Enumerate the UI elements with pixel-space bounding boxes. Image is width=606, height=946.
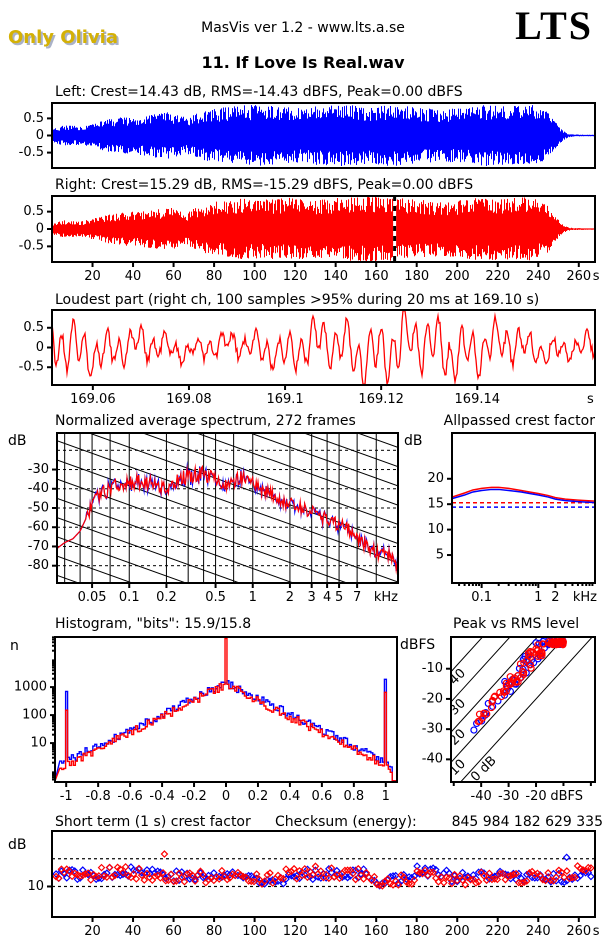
spectrum-db-label: dB xyxy=(8,433,27,449)
spectrum-plot xyxy=(57,433,398,583)
left-waveform-title: Left: Crest=14.43 dB, RMS=-14.43 dBFS, P… xyxy=(55,84,463,100)
watermark-text: Only Olivia xyxy=(8,27,118,48)
loudest-part-title: Loudest part (right ch, 100 samples >95%… xyxy=(55,292,540,308)
app-title: MasVis ver 1.2 - www.lts.a.se xyxy=(201,20,405,36)
peakrms-dbfs-label: dBFS xyxy=(400,637,436,653)
peak-vs-rms-title: Peak vs RMS level xyxy=(453,616,580,632)
short-term-title: Short term (1 s) crest factor xyxy=(55,814,251,830)
histogram-plot xyxy=(55,637,397,782)
histogram-title: Histogram, "bits": 15.9/15.8 xyxy=(55,616,252,632)
right-waveform-plot xyxy=(52,196,595,262)
left-waveform-plot xyxy=(52,103,595,168)
spectrum-title: Normalized average spectrum, 272 frames xyxy=(55,413,356,429)
peak-vs-rms-plot xyxy=(451,637,595,782)
lts-logo: LTS xyxy=(515,3,593,48)
checksum-value: 845 984 182 629 335 xyxy=(451,814,603,830)
shortterm-db-label: dB xyxy=(8,837,27,853)
allpassed-crest-plot xyxy=(452,433,595,583)
right-waveform-title: Right: Crest=15.29 dB, RMS=-15.29 dBFS, … xyxy=(55,177,474,193)
short-term-crest-plot xyxy=(52,831,595,917)
checksum-label: Checksum (energy): xyxy=(275,814,417,830)
histogram-n-label: n xyxy=(10,638,19,654)
allpassed-title: Allpassed crest factor xyxy=(443,413,595,429)
loudest-part-plot xyxy=(52,310,595,385)
track-title: 11. If Love Is Real.wav xyxy=(201,53,405,72)
allpassed-db-label: dB xyxy=(404,433,423,449)
